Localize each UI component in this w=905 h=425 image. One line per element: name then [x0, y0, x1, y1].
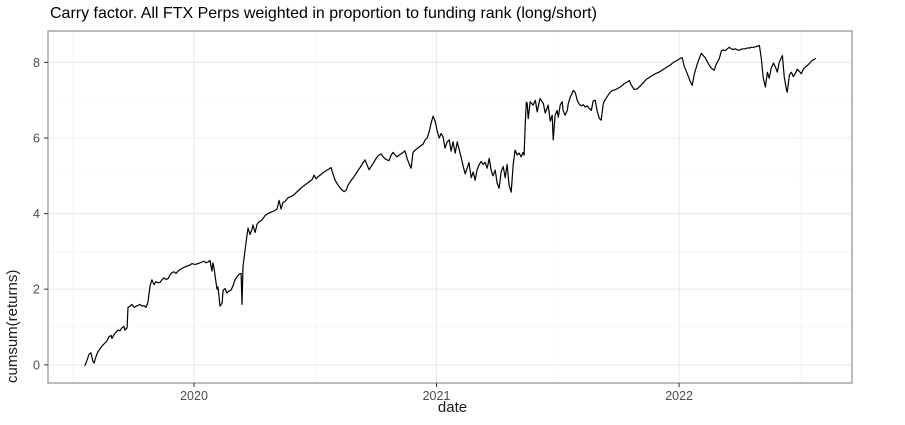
y-tick-label: 6 — [33, 132, 40, 146]
x-tick-label: 2021 — [423, 389, 451, 403]
x-tick-label: 2020 — [180, 389, 208, 403]
y-tick-label: 4 — [33, 207, 40, 221]
series-line — [84, 44, 817, 367]
y-axis-title: cumsum(returns) — [4, 269, 21, 383]
plot-panel — [48, 31, 852, 383]
chart-title: Carry factor. All FTX Perps weighted in … — [50, 5, 597, 22]
y-tick-label: 0 — [33, 358, 40, 372]
x-axis-title: date — [437, 399, 468, 416]
panel-border — [47, 30, 853, 384]
x-tick-label: 2022 — [665, 389, 693, 403]
y-tick-label: 8 — [33, 56, 40, 70]
y-tick-label: 2 — [33, 283, 40, 297]
